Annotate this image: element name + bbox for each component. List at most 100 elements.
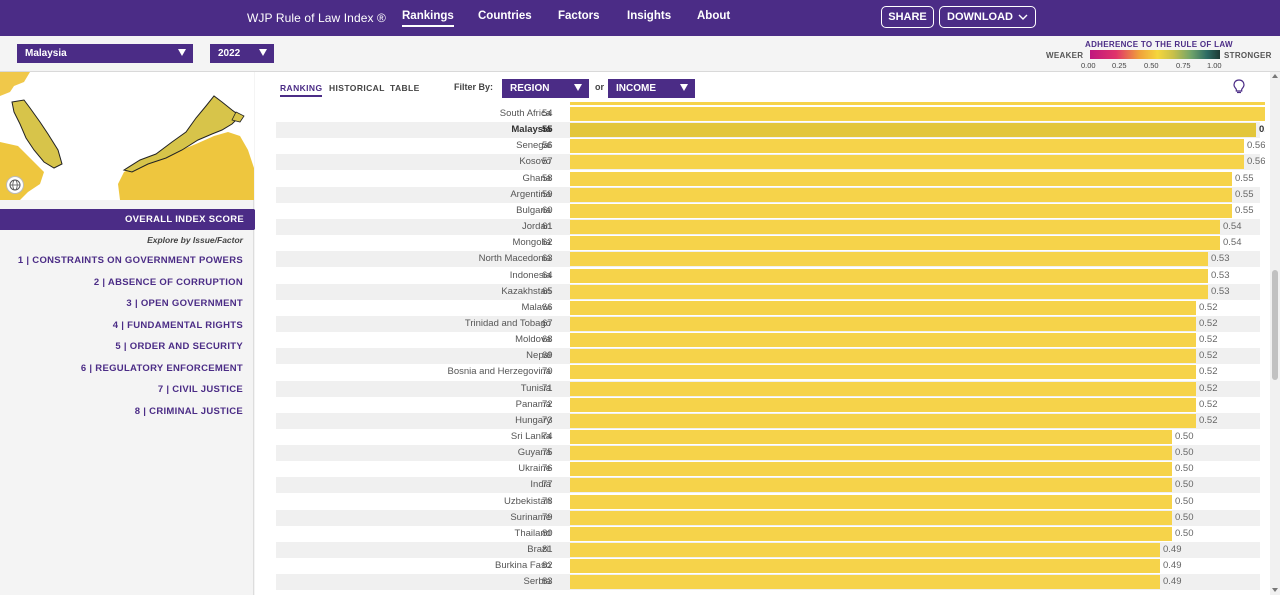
- or-label: or: [595, 82, 604, 92]
- score-bar[interactable]: [570, 155, 1244, 170]
- score-bar[interactable]: [570, 284, 1208, 299]
- score-bar[interactable]: [570, 413, 1196, 428]
- scroll-thumb[interactable]: [1272, 270, 1278, 380]
- score-bar[interactable]: [570, 559, 1160, 574]
- factor-7-link[interactable]: 7 | CIVIL JUSTICE: [157, 384, 243, 395]
- score-bar[interactable]: [570, 526, 1172, 541]
- country-map[interactable]: [0, 72, 254, 200]
- table-row[interactable]: Trinidad and Tobago 67 0.52: [276, 315, 1260, 332]
- table-row[interactable]: Uzbekistan 78 0.50: [276, 494, 1260, 510]
- factor-3-link[interactable]: 3 | OPEN GOVERNMENT: [126, 298, 243, 309]
- vertical-scrollbar[interactable]: [1270, 72, 1280, 595]
- factor-8-link[interactable]: 8 | CRIMINAL JUSTICE: [134, 406, 243, 417]
- table-row[interactable]: India 77 0.50: [276, 477, 1260, 494]
- score-bar[interactable]: [570, 123, 1256, 138]
- region-select[interactable]: REGION: [502, 79, 589, 98]
- income-select[interactable]: INCOME: [608, 79, 695, 98]
- table-row[interactable]: Hungary 73 0.52: [276, 412, 1260, 429]
- table-row[interactable]: Nepal 69 0.52: [276, 348, 1260, 365]
- table-row[interactable]: Ukraine 76 0.50: [276, 461, 1260, 477]
- scroll-down-arrow-icon[interactable]: [1272, 588, 1278, 592]
- country-rank: 80: [542, 527, 553, 539]
- tab-historical[interactable]: HISTORICAL: [329, 83, 385, 93]
- brand-title[interactable]: WJP Rule of Law Index ®: [247, 11, 386, 25]
- filter-bar: Malaysia 2022: [0, 36, 1280, 72]
- table-row[interactable]: Indonesia 64 0.53: [276, 268, 1260, 284]
- score-bar[interactable]: [570, 446, 1172, 461]
- table-row[interactable]: North Macedonia 63 0.53: [276, 251, 1260, 268]
- scroll-up-arrow-icon[interactable]: [1272, 74, 1278, 78]
- score-bar[interactable]: [570, 349, 1196, 364]
- score-value: 0.49: [1163, 560, 1182, 572]
- score-bar[interactable]: [570, 220, 1220, 235]
- score-value: 0.52: [1199, 398, 1218, 410]
- download-button[interactable]: DOWNLOAD: [939, 6, 1036, 28]
- score-bar[interactable]: [570, 543, 1160, 558]
- score-bar[interactable]: [570, 397, 1196, 412]
- table-row[interactable]: Malawi 66 0.52: [276, 300, 1260, 316]
- score-value: 0.50: [1175, 431, 1194, 442]
- lightbulb-icon[interactable]: [1233, 79, 1245, 100]
- score-bar[interactable]: [570, 203, 1232, 218]
- table-row[interactable]: Sri Lanka 74 0.50: [276, 429, 1260, 445]
- score-bar[interactable]: [570, 430, 1172, 444]
- score-bar[interactable]: [570, 316, 1196, 331]
- score-bar[interactable]: [570, 139, 1244, 154]
- score-bar[interactable]: [570, 478, 1172, 493]
- score-bar[interactable]: [570, 252, 1208, 267]
- nav-link-insights[interactable]: Insights: [627, 10, 672, 22]
- score-bar[interactable]: [570, 575, 1160, 590]
- score-bar[interactable]: [570, 365, 1196, 380]
- table-row[interactable]: Thailand 80 0.50: [276, 526, 1260, 542]
- score-bar[interactable]: [570, 462, 1172, 477]
- share-button[interactable]: SHARE: [881, 6, 934, 28]
- score-bar[interactable]: [570, 236, 1220, 251]
- table-row[interactable]: Bulgaria 60 0.55: [276, 203, 1260, 219]
- table-row[interactable]: Mongolia 62 0.54: [276, 235, 1260, 251]
- table-row[interactable]: Tunisia 71 0.52: [276, 380, 1260, 397]
- score-bar[interactable]: [570, 333, 1196, 348]
- score-bar[interactable]: [570, 171, 1232, 186]
- table-row[interactable]: Ghana 58 0.55: [276, 171, 1260, 187]
- nav-link-rankings[interactable]: Rankings: [402, 10, 454, 27]
- country-select[interactable]: Malaysia: [17, 44, 193, 63]
- factor-2-link[interactable]: 2 | ABSENCE OF CORRUPTION: [93, 277, 243, 288]
- tab-ranking[interactable]: RANKING: [280, 83, 323, 97]
- factor-6-link[interactable]: 6 | REGULATORY ENFORCEMENT: [80, 363, 243, 374]
- country-name: Bulgaria: [516, 204, 551, 216]
- table-row[interactable]: Senegal 56 0.56: [276, 138, 1265, 154]
- score-bar[interactable]: [570, 107, 1265, 121]
- table-row[interactable]: Argentina 59 0.55: [276, 186, 1260, 203]
- table-row[interactable]: Jordan 61 0.54: [276, 219, 1260, 236]
- table-row[interactable]: Brazil 81 0.49: [276, 542, 1260, 559]
- factor-1-link[interactable]: 1 | CONSTRAINTS ON GOVERNMENT POWERS: [17, 255, 243, 266]
- tab-table[interactable]: TABLE: [390, 83, 420, 93]
- score-bar[interactable]: [570, 268, 1208, 283]
- table-row[interactable]: Serbia 83 0.49: [276, 574, 1260, 591]
- nav-link-countries[interactable]: Countries: [478, 10, 532, 22]
- factor-4-link[interactable]: 4 | FUNDAMENTAL RIGHTS: [112, 320, 243, 331]
- table-row[interactable]: South Africa540.58: [276, 106, 1265, 122]
- score-bar[interactable]: [570, 187, 1232, 202]
- year-select[interactable]: 2022: [210, 44, 274, 63]
- score-bar[interactable]: [570, 494, 1172, 509]
- globe-icon[interactable]: [6, 176, 24, 194]
- table-row[interactable]: Bosnia and Herzegovina 70 0.52: [276, 364, 1260, 380]
- nav-link-factors[interactable]: Factors: [558, 10, 600, 22]
- score-bar[interactable]: [570, 300, 1196, 315]
- country-name: Moldova: [515, 334, 551, 346]
- overall-index-score-tab[interactable]: OVERALL INDEX SCORE: [0, 209, 264, 230]
- table-row[interactable]: Kosovo 57 0.56: [276, 154, 1265, 171]
- table-row[interactable]: Moldova 68 0.52: [276, 332, 1260, 348]
- nav-link-about[interactable]: About: [697, 10, 731, 22]
- table-row[interactable]: Kazakhstan 65 0.53: [276, 283, 1260, 300]
- table-row[interactable]: Panama 72 0.52: [276, 397, 1260, 413]
- table-row[interactable]: Suriname 79 0.50: [276, 509, 1260, 526]
- country-rank: 65: [542, 285, 553, 297]
- table-row[interactable]: Guyana 75 0.50: [276, 445, 1260, 462]
- score-bar[interactable]: [570, 510, 1172, 525]
- table-row[interactable]: Burkina Faso 82 0.49: [276, 558, 1260, 574]
- score-bar[interactable]: [570, 381, 1196, 396]
- factor-5-link[interactable]: 5 | ORDER AND SECURITY: [115, 341, 243, 352]
